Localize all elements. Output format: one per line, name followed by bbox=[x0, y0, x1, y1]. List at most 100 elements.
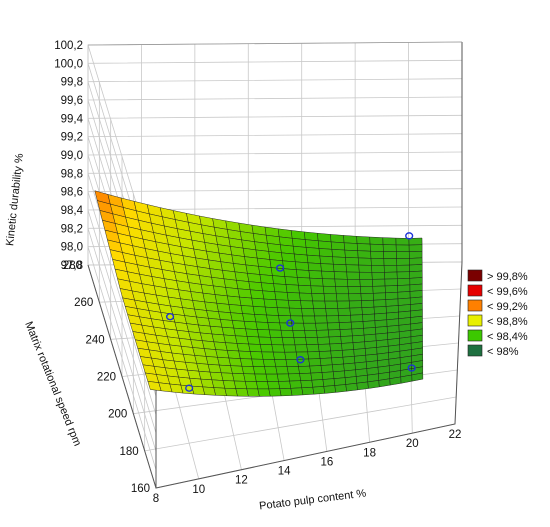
surface-cell bbox=[293, 337, 307, 346]
surface-cell bbox=[257, 329, 271, 338]
surface-cell bbox=[335, 286, 349, 295]
surface-cell bbox=[362, 320, 376, 329]
surface-cell bbox=[339, 328, 353, 337]
legend-swatch bbox=[467, 269, 483, 282]
z-tick-label: 98,2 bbox=[61, 223, 83, 235]
surface-cell bbox=[230, 312, 245, 322]
x-tick-label: 8 bbox=[153, 493, 159, 505]
surface-cell bbox=[352, 334, 365, 343]
surface-cell bbox=[343, 235, 358, 244]
surface-cell bbox=[305, 247, 321, 257]
y-tick-label: 280 bbox=[63, 260, 82, 272]
legend-swatch bbox=[467, 344, 483, 357]
legend-swatch bbox=[467, 329, 483, 342]
surface-cell bbox=[209, 325, 224, 336]
surface-cell bbox=[397, 284, 411, 293]
surface-cell bbox=[319, 357, 333, 366]
surface-cell bbox=[222, 380, 237, 389]
surface-cell bbox=[237, 288, 252, 299]
surface-cell bbox=[350, 314, 364, 323]
surface-cell bbox=[273, 283, 288, 293]
surface-cell bbox=[320, 263, 335, 272]
surface-cell bbox=[324, 300, 339, 309]
surface-cell bbox=[322, 278, 336, 287]
surface-cell bbox=[331, 356, 344, 366]
surface-cell bbox=[375, 326, 388, 335]
surface-cell bbox=[315, 322, 329, 331]
surface-cell bbox=[362, 313, 376, 322]
surface-cell bbox=[264, 306, 279, 316]
surface-cell bbox=[334, 384, 347, 393]
surface-cell bbox=[409, 257, 423, 266]
surface-cell bbox=[252, 366, 267, 375]
surface-cell bbox=[311, 379, 325, 388]
surface-cell bbox=[244, 381, 259, 390]
surface-cell bbox=[282, 260, 297, 270]
design-point bbox=[185, 384, 194, 392]
surface-cell bbox=[356, 236, 371, 245]
surface-cell bbox=[317, 336, 331, 345]
x-tick-label: 12 bbox=[235, 475, 248, 487]
surface-cell bbox=[234, 271, 250, 282]
surface-cell bbox=[357, 257, 372, 266]
surface-cell bbox=[249, 289, 265, 300]
surface-cell bbox=[239, 296, 254, 307]
surface-cell bbox=[258, 266, 273, 276]
surface-cell bbox=[321, 270, 336, 280]
surface-cell bbox=[332, 363, 345, 373]
x-axis-label: Potato pulp content % bbox=[258, 487, 367, 512]
surface-cell bbox=[396, 264, 410, 273]
surface-cell bbox=[408, 244, 423, 252]
design-point bbox=[296, 356, 305, 364]
design-point bbox=[165, 313, 175, 321]
surface-cell bbox=[228, 357, 243, 367]
surface-cell bbox=[312, 386, 326, 395]
surface-cell bbox=[267, 381, 281, 390]
surface-cell bbox=[283, 344, 297, 353]
surface-cell bbox=[221, 326, 236, 337]
surface-cell bbox=[285, 284, 300, 294]
surface-cell bbox=[330, 350, 344, 359]
surface-cell bbox=[235, 388, 249, 397]
surface-cell bbox=[385, 305, 399, 314]
legend-label: < 99,2% bbox=[487, 301, 528, 313]
surface-cell bbox=[373, 306, 387, 315]
surface-cell bbox=[278, 315, 292, 324]
surface-cell bbox=[397, 291, 411, 300]
tick-labels: 97,8 98,0 98,2 98,4 98,6 98,8 99,0 99,2 99,4 99,6… bbox=[54, 40, 461, 505]
legend-label: < 98,8% bbox=[487, 316, 528, 328]
x-tick-label: 14 bbox=[278, 466, 291, 478]
surface-cell bbox=[280, 244, 295, 255]
surface-cell bbox=[343, 362, 356, 372]
surface-cell bbox=[361, 306, 375, 315]
y-tick-label: 240 bbox=[85, 334, 104, 346]
surface-cell bbox=[330, 234, 345, 244]
surface-cell bbox=[369, 243, 384, 252]
surface-cell bbox=[268, 329, 283, 338]
surface-cell bbox=[220, 372, 235, 382]
surface-cell bbox=[303, 322, 317, 331]
surface-cell bbox=[270, 337, 284, 346]
surface-cell bbox=[292, 330, 306, 338]
surface-cell bbox=[374, 312, 388, 321]
design-point bbox=[407, 364, 416, 372]
surface-cell bbox=[294, 344, 308, 353]
surface-cell bbox=[245, 328, 260, 338]
surface-cell bbox=[334, 278, 349, 287]
surface-cell bbox=[299, 372, 313, 381]
surface-cell bbox=[280, 329, 295, 338]
surface-cell bbox=[313, 308, 327, 317]
surface-cell bbox=[276, 373, 290, 382]
surface-cell bbox=[343, 242, 358, 251]
surface-cell bbox=[254, 373, 268, 382]
surface-cell bbox=[337, 307, 351, 316]
surface-cell bbox=[306, 254, 321, 264]
surface-cell bbox=[330, 241, 346, 251]
surface-cell bbox=[360, 286, 374, 294]
surface-cell bbox=[326, 315, 340, 324]
legend-label: < 98% bbox=[487, 346, 519, 358]
surface-cell bbox=[224, 387, 238, 397]
surface-cell bbox=[233, 380, 248, 390]
surface-cell bbox=[219, 364, 233, 374]
z-tick-label: 100,2 bbox=[54, 40, 83, 52]
